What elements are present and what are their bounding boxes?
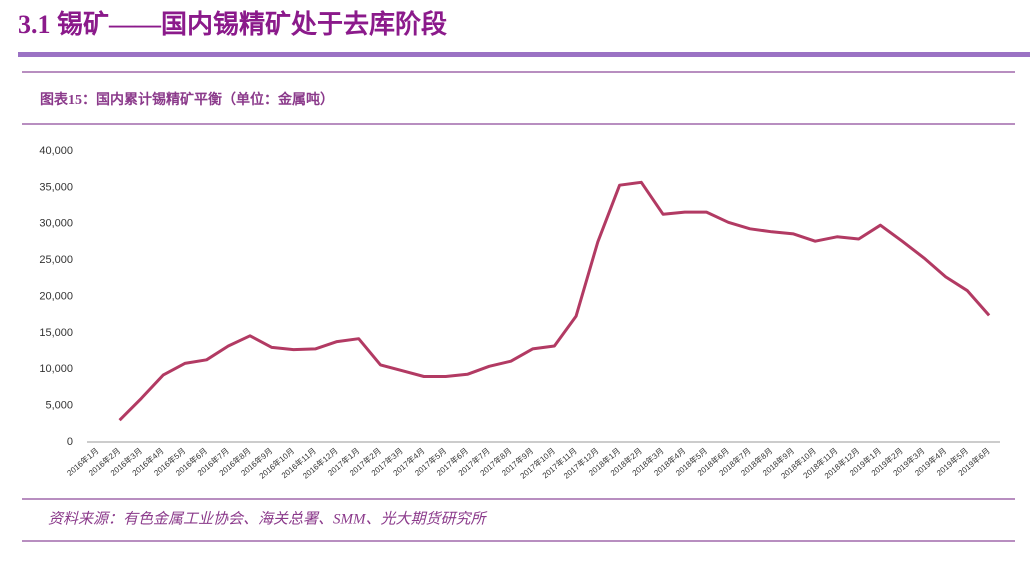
y-tick-label: 35,000 <box>39 181 73 193</box>
y-tick-label: 0 <box>67 436 73 448</box>
data-line <box>118 180 991 422</box>
source-note: 资料来源：有色金属工业协会、海关总署、SMM、光大期货研究所 <box>48 510 487 527</box>
y-tick-label: 10,000 <box>39 363 73 375</box>
y-tick-label: 40,000 <box>39 145 73 157</box>
chart-title: 图表15：国内累计锡精矿平衡（单位：金属吨） <box>40 91 334 108</box>
y-tick-label: 20,000 <box>39 290 73 302</box>
title-bar <box>18 52 1030 57</box>
y-tick-label: 30,000 <box>39 218 73 230</box>
y-tick-label: 25,000 <box>39 254 73 266</box>
slide-title: 3.1 锡矿——国内锡精矿处于去库阶段 <box>18 9 447 39</box>
y-tick-label: 5,000 <box>45 400 73 412</box>
y-tick-label: 15,000 <box>39 327 73 339</box>
